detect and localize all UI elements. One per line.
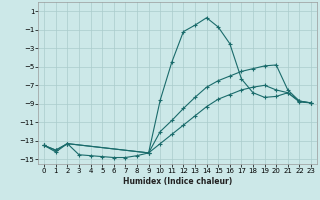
X-axis label: Humidex (Indice chaleur): Humidex (Indice chaleur) <box>123 177 232 186</box>
